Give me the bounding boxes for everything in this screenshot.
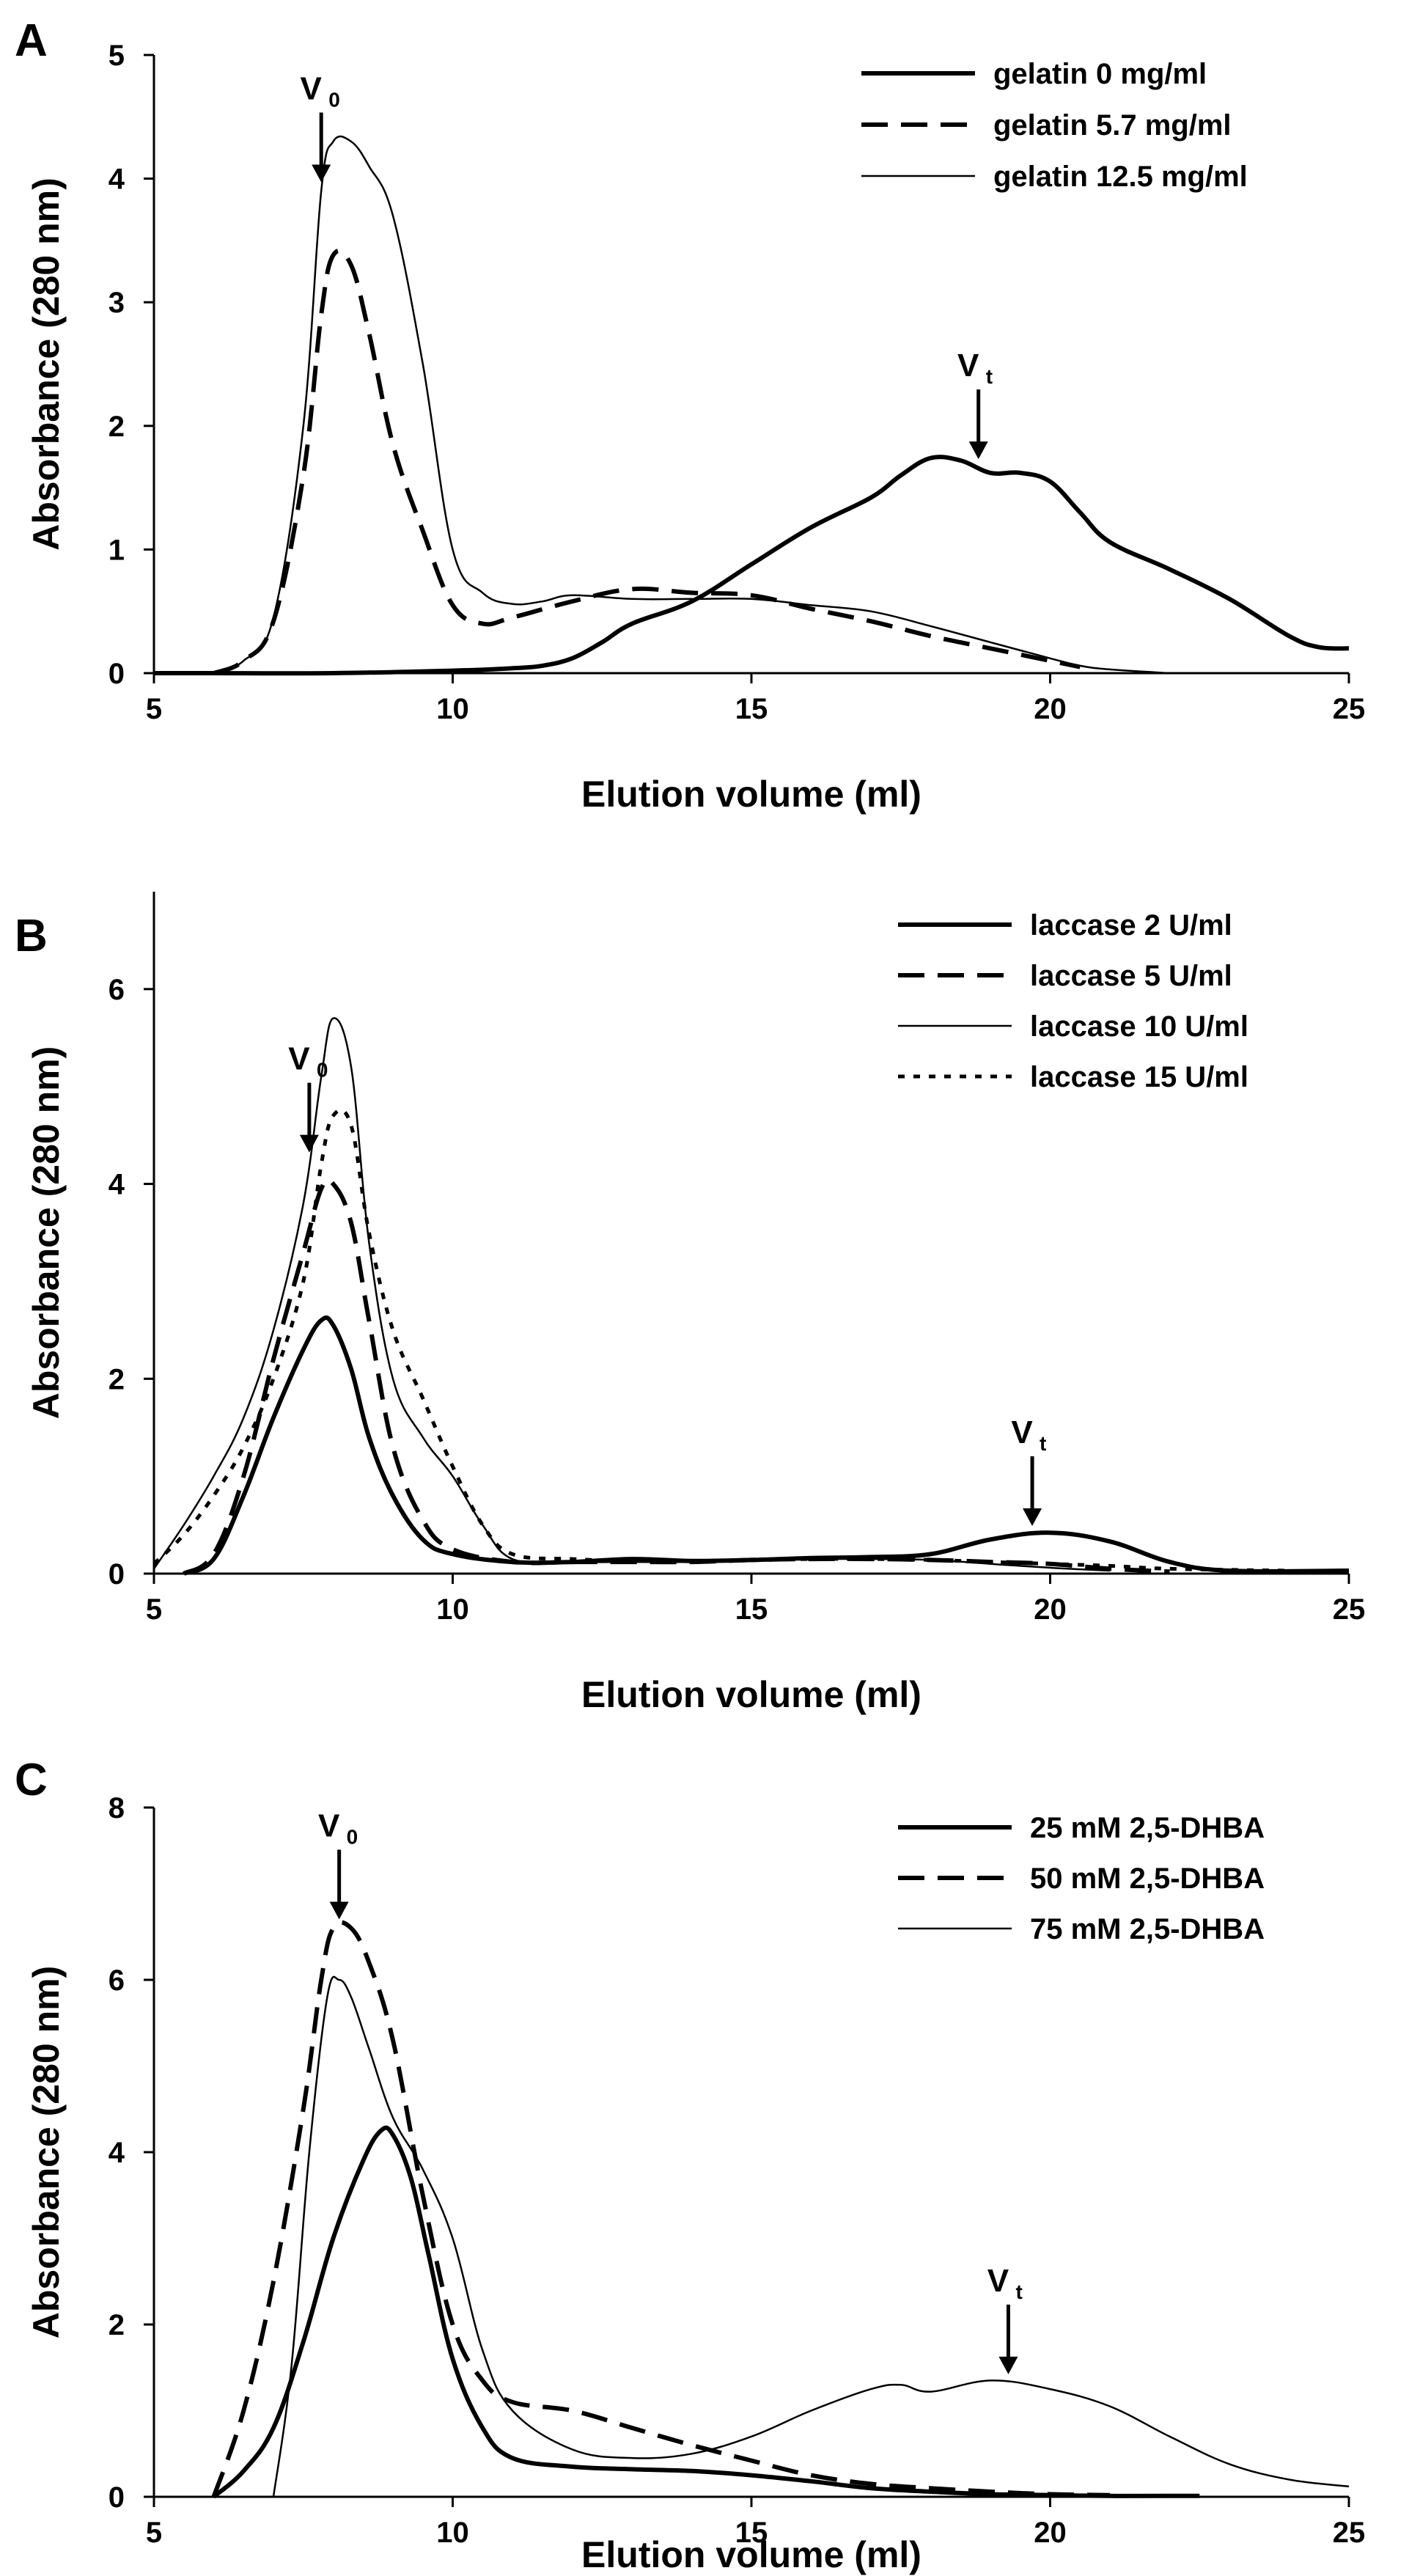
annotation-subscript: t bbox=[986, 365, 993, 388]
x-tick-label: 15 bbox=[735, 1593, 768, 1626]
legend-entry-label: laccase 10 U/ml bbox=[1030, 1010, 1248, 1043]
x-tick-label: 5 bbox=[146, 693, 162, 725]
x-tick-label: 10 bbox=[436, 1593, 469, 1626]
legend-entry-label: laccase 5 U/ml bbox=[1030, 960, 1232, 992]
y-tick-label: 2 bbox=[108, 1363, 125, 1395]
legend-entry-label: 75 mM 2,5-DHBA bbox=[1030, 1913, 1265, 1945]
panel-letter: C bbox=[15, 1755, 48, 1805]
legend-entry-label: gelatin 12.5 mg/ml bbox=[993, 161, 1248, 193]
legend-entry-label: gelatin 0 mg/ml bbox=[993, 58, 1207, 90]
y-tick-label: 0 bbox=[108, 2481, 125, 2514]
x-tick-label: 20 bbox=[1034, 2517, 1067, 2549]
annotation-arrow-head bbox=[299, 1134, 319, 1153]
annotation-subscript: t bbox=[1015, 2280, 1022, 2303]
series-line bbox=[272, 1975, 1350, 2498]
series-line bbox=[212, 2125, 1200, 2499]
y-tick-label: 0 bbox=[108, 658, 125, 690]
y-tick-label: 5 bbox=[108, 40, 125, 72]
chart-panel-b: 5 10 15 20 25 0 2 4 6 Elution volume (ml) Absorban… bbox=[26, 892, 1366, 1715]
x-tick-label: 5 bbox=[146, 1593, 162, 1626]
panel-b: B 5 10 15 20 25 0 2 4 6 Elution volume (ml) Absorb… bbox=[0, 859, 1420, 1717]
y-tick-label: 6 bbox=[108, 974, 125, 1006]
annotation-subscript: 0 bbox=[317, 1059, 328, 1082]
y-tick-label: 2 bbox=[108, 411, 125, 443]
x-tick-label: 20 bbox=[1034, 693, 1067, 725]
y-tick-label: 0 bbox=[108, 1558, 125, 1590]
annotation-arrow-head bbox=[312, 164, 331, 183]
x-tick-label: 15 bbox=[735, 693, 768, 725]
series-line bbox=[152, 1108, 1290, 1573]
annotation-label: V bbox=[1011, 1414, 1033, 1450]
x-axis-label: Elution volume (ml) bbox=[581, 774, 921, 815]
y-tick-label: 2 bbox=[108, 2309, 125, 2341]
annotation-subscript: 0 bbox=[328, 88, 340, 111]
annotation-label: V bbox=[301, 70, 323, 106]
x-tick-label: 15 bbox=[735, 2517, 768, 2549]
y-tick-label: 4 bbox=[108, 2137, 125, 2169]
legend-entry-label: gelatin 5.7 mg/ml bbox=[993, 109, 1232, 142]
annotation-subscript: 0 bbox=[347, 1826, 358, 1849]
y-tick-label: 6 bbox=[108, 1964, 125, 1997]
x-tick-label: 25 bbox=[1333, 2517, 1366, 2549]
chart-panel-c: 5 10 15 20 25 0 2 4 6 8 Elution volume (ml) Absorba… bbox=[26, 1792, 1366, 2575]
annotation-arrow-head bbox=[329, 1901, 349, 1920]
series-line bbox=[183, 1315, 1350, 1576]
series-line bbox=[213, 135, 1170, 675]
legend-entry-label: 25 mM 2,5-DHBA bbox=[1030, 1812, 1265, 1844]
x-axis-label: Elution volume (ml) bbox=[581, 1674, 921, 1715]
y-tick-label: 8 bbox=[108, 1792, 125, 1824]
y-axis-label: Absorbance (280 nm) bbox=[26, 1966, 67, 2338]
annotation-label: V bbox=[288, 1041, 310, 1077]
panel-c: C 5 10 15 20 25 0 2 4 6 8 Elution volume (ml) Absor… bbox=[0, 1717, 1420, 2576]
annotation-label: V bbox=[987, 2263, 1009, 2299]
legend-entry-label: 50 mM 2,5-DHBA bbox=[1030, 1863, 1265, 1895]
annotation-label: V bbox=[318, 1808, 340, 1844]
y-tick-label: 1 bbox=[108, 534, 125, 566]
series-line bbox=[183, 1177, 1170, 1576]
annotation-arrow-head bbox=[1023, 1508, 1042, 1526]
x-tick-label: 10 bbox=[436, 2517, 469, 2549]
x-tick-label: 5 bbox=[146, 2517, 162, 2549]
x-tick-label: 25 bbox=[1333, 693, 1366, 725]
series-line bbox=[213, 249, 1081, 675]
legend-entry-label: laccase 2 U/ml bbox=[1030, 909, 1232, 942]
chart-panel-a: 5 10 15 20 25 0 1 2 3 4 5 Elution volume (ml) Absorb… bbox=[26, 40, 1366, 815]
x-axis-label: Elution volume (ml) bbox=[581, 2534, 921, 2575]
y-axis-label: Absorbance (280 nm) bbox=[26, 177, 67, 550]
x-tick-label: 20 bbox=[1034, 1593, 1067, 1626]
x-tick-label: 10 bbox=[436, 693, 469, 725]
annotation-arrow-head bbox=[968, 441, 988, 460]
panel-letter: B bbox=[15, 911, 48, 961]
x-tick-label: 25 bbox=[1333, 1593, 1366, 1626]
annotation-label: V bbox=[957, 348, 979, 384]
annotation-subscript: t bbox=[1040, 1432, 1046, 1455]
panel-a: A 5 10 15 20 25 0 1 2 3 4 5 Elution volume (ml) Abso… bbox=[0, 0, 1420, 859]
series-line bbox=[154, 455, 1350, 676]
y-tick-label: 4 bbox=[108, 164, 125, 196]
legend-entry-label: laccase 15 U/ml bbox=[1030, 1061, 1248, 1093]
y-tick-label: 3 bbox=[108, 287, 125, 319]
annotation-arrow-head bbox=[998, 2356, 1018, 2374]
series-line bbox=[152, 1017, 1111, 1572]
y-axis-label: Absorbance (280 nm) bbox=[26, 1046, 67, 1419]
series-line bbox=[211, 1920, 1111, 2498]
y-tick-label: 4 bbox=[108, 1169, 125, 1201]
panel-letter: A bbox=[15, 15, 48, 66]
